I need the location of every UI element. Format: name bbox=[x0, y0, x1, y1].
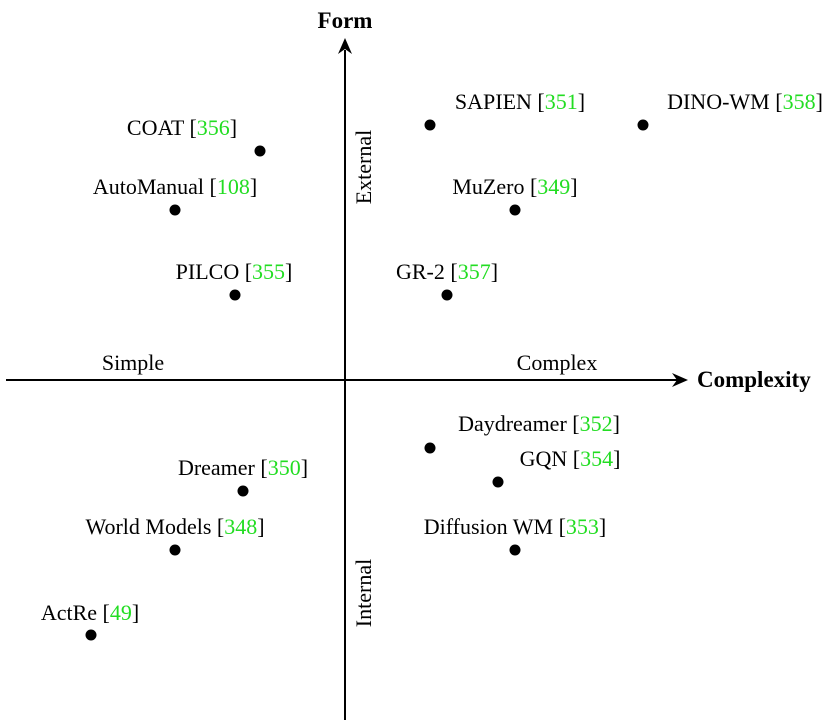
point-group: Dreamer [350] bbox=[178, 455, 308, 497]
point-label: GR-2 [357] bbox=[396, 259, 498, 284]
point-citation: 358 bbox=[783, 89, 816, 114]
point-group: GR-2 [357] bbox=[396, 259, 498, 301]
point-group: MuZero [349] bbox=[452, 174, 578, 216]
point-name: AutoManual [ bbox=[93, 174, 217, 199]
point-label: World Models [348] bbox=[85, 514, 264, 539]
point-dot bbox=[85, 629, 97, 641]
point-name: Daydreamer [ bbox=[458, 411, 580, 436]
point-citation-bracket: ] bbox=[132, 600, 139, 625]
point-citation: 356 bbox=[197, 115, 230, 140]
point-citation: 349 bbox=[537, 174, 570, 199]
point-label: ActRe [49] bbox=[41, 600, 139, 625]
x-axis-title: Complexity bbox=[697, 367, 811, 392]
points-layer: COAT [356]AutoManual [108]PILCO [355]SAP… bbox=[41, 89, 823, 641]
x-positive-label: Complex bbox=[517, 350, 598, 375]
point-dot bbox=[509, 544, 521, 556]
point-name: World Models [ bbox=[85, 514, 224, 539]
point-label: COAT [356] bbox=[127, 115, 237, 140]
point-citation: 348 bbox=[224, 514, 257, 539]
point-citation: 350 bbox=[268, 455, 301, 480]
point-citation: 352 bbox=[580, 411, 613, 436]
point-citation-bracket: ] bbox=[613, 446, 620, 471]
y-axis-title: Form bbox=[318, 8, 373, 33]
point-group: GQN [354] bbox=[492, 446, 621, 488]
point-dot bbox=[424, 442, 436, 454]
point-label: MuZero [349] bbox=[452, 174, 577, 199]
x-axis-arrowhead bbox=[672, 373, 688, 387]
point-dot bbox=[237, 485, 249, 497]
point-citation: 357 bbox=[458, 259, 491, 284]
point-citation-bracket: ] bbox=[491, 259, 498, 284]
point-citation-bracket: ] bbox=[578, 89, 585, 114]
point-group: Diffusion WM [353] bbox=[424, 514, 607, 556]
point-dot bbox=[169, 544, 181, 556]
point-citation: 108 bbox=[217, 174, 250, 199]
point-name: ActRe [ bbox=[41, 600, 110, 625]
point-citation-bracket: ] bbox=[816, 89, 823, 114]
point-group: AutoManual [108] bbox=[93, 174, 257, 216]
x-negative-label: Simple bbox=[102, 350, 164, 375]
point-label: Daydreamer [352] bbox=[458, 411, 620, 436]
point-group: DINO-WM [358] bbox=[637, 89, 823, 131]
point-citation-bracket: ] bbox=[285, 259, 292, 284]
point-label: PILCO [355] bbox=[176, 259, 293, 284]
point-dot bbox=[229, 289, 241, 301]
point-name: COAT [ bbox=[127, 115, 197, 140]
y-axis-arrowhead bbox=[338, 38, 352, 54]
point-label: Dreamer [350] bbox=[178, 455, 308, 480]
point-citation-bracket: ] bbox=[230, 115, 237, 140]
point-citation: 354 bbox=[580, 446, 613, 471]
point-name: GQN [ bbox=[520, 446, 581, 471]
point-dot bbox=[424, 119, 436, 131]
point-citation-bracket: ] bbox=[301, 455, 308, 480]
point-citation-bracket: ] bbox=[257, 514, 264, 539]
point-group: ActRe [49] bbox=[41, 600, 139, 641]
point-name: SAPIEN [ bbox=[455, 89, 545, 114]
point-dot bbox=[492, 476, 504, 488]
point-name: Dreamer [ bbox=[178, 455, 268, 480]
point-group: Daydreamer [352] bbox=[424, 411, 620, 454]
point-label: GQN [354] bbox=[520, 446, 621, 471]
point-dot bbox=[441, 289, 453, 301]
y-negative-label: Internal bbox=[351, 559, 376, 627]
point-dot bbox=[637, 119, 649, 131]
point-citation-bracket: ] bbox=[599, 514, 606, 539]
point-group: PILCO [355] bbox=[176, 259, 293, 301]
point-dot bbox=[169, 204, 181, 216]
point-citation: 353 bbox=[566, 514, 599, 539]
point-citation-bracket: ] bbox=[613, 411, 620, 436]
point-name: MuZero [ bbox=[452, 174, 537, 199]
point-citation-bracket: ] bbox=[250, 174, 257, 199]
y-positive-label: External bbox=[351, 130, 376, 205]
point-name: PILCO [ bbox=[176, 259, 252, 284]
point-citation: 49 bbox=[110, 600, 132, 625]
point-label: AutoManual [108] bbox=[93, 174, 257, 199]
point-name: DINO-WM [ bbox=[667, 89, 782, 114]
point-name: GR-2 [ bbox=[396, 259, 458, 284]
point-name: Diffusion WM [ bbox=[424, 514, 566, 539]
point-label: Diffusion WM [353] bbox=[424, 514, 607, 539]
point-dot bbox=[254, 145, 266, 157]
point-citation: 355 bbox=[252, 259, 285, 284]
point-label: SAPIEN [351] bbox=[455, 89, 585, 114]
point-citation-bracket: ] bbox=[570, 174, 577, 199]
point-label: DINO-WM [358] bbox=[667, 89, 823, 114]
point-group: World Models [348] bbox=[85, 514, 265, 556]
point-citation: 351 bbox=[545, 89, 578, 114]
point-dot bbox=[509, 204, 521, 216]
point-group: SAPIEN [351] bbox=[424, 89, 585, 131]
point-group: COAT [356] bbox=[127, 115, 266, 157]
